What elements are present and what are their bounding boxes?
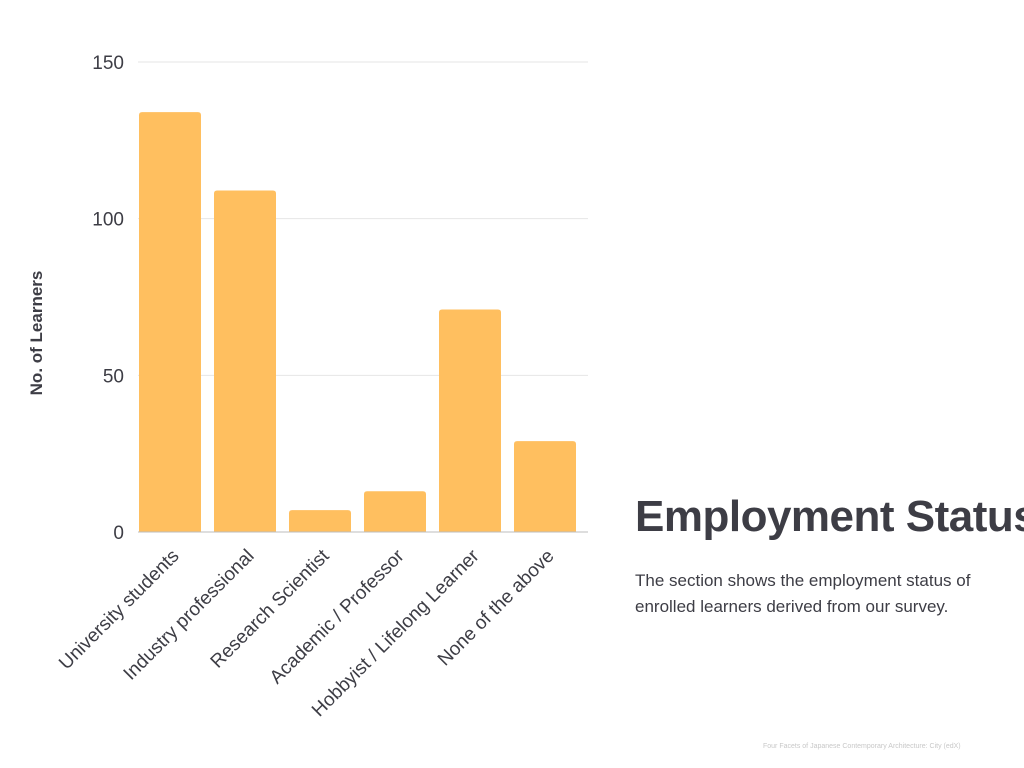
x-tick-label: Industry professional <box>120 546 259 685</box>
y-axis-label: No. of Learners <box>27 271 46 396</box>
y-tick-label: 50 <box>103 366 124 387</box>
bar <box>514 441 576 532</box>
footer-course-name: Four Facets of Japanese Contemporary Arc… <box>763 743 961 750</box>
y-tick-label: 100 <box>92 210 124 231</box>
bar <box>289 510 351 532</box>
slide-description: The section shows the employment status … <box>635 571 971 616</box>
bar <box>139 112 201 532</box>
bar <box>439 309 501 532</box>
x-tick-label: Academic / Professor <box>266 545 409 688</box>
y-tick-label: 0 <box>113 523 124 544</box>
y-tick-label: 150 <box>92 53 124 74</box>
bar <box>364 491 426 532</box>
bar <box>214 190 276 532</box>
slide-title: Employment Status <box>635 492 1024 541</box>
